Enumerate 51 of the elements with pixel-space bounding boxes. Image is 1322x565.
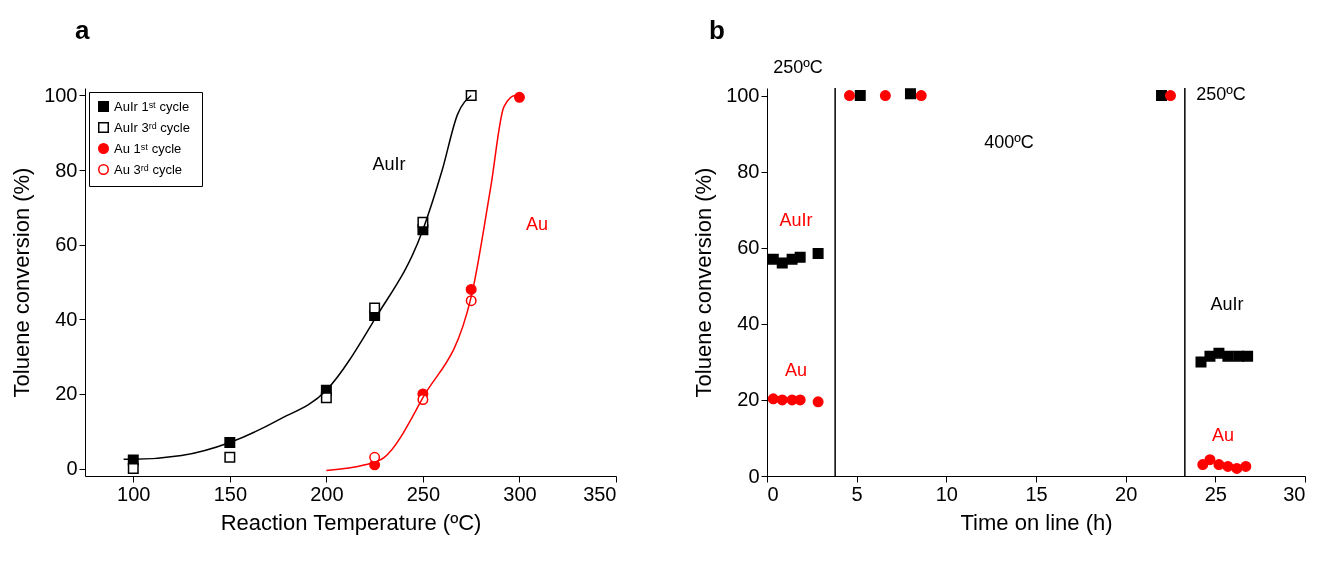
point: [369, 451, 381, 463]
point: [224, 451, 236, 463]
annotation: 400ºC: [984, 132, 1034, 152]
x-tick-label: 15: [1025, 482, 1048, 505]
y-tick-label: 20: [737, 388, 760, 411]
annotation: 250ºC: [1196, 84, 1246, 104]
x-tick-label: 0: [767, 482, 779, 505]
point: [127, 463, 139, 475]
y-tick-label: 60: [737, 236, 760, 259]
x-tick-label: 200: [310, 482, 344, 505]
x-tick-label: 25: [1204, 482, 1227, 505]
y-tick-label: 40: [737, 312, 760, 335]
y-tick-label: 100: [726, 84, 760, 107]
y-tick-label: 0: [748, 464, 760, 487]
x-axis-title: Reaction Temperature (ºC): [220, 509, 482, 535]
y-tick-label: 80: [737, 160, 760, 183]
chart-title: a: [75, 15, 90, 46]
y-tick-label: 40: [55, 307, 78, 330]
point: [513, 91, 525, 103]
x-axis-title: Time on line (h): [960, 509, 1113, 535]
legend-label: AuIr 1ˢᵗ cycle: [114, 98, 190, 114]
x-tick-label: 350: [583, 482, 617, 505]
y-tick-label: 80: [55, 158, 78, 181]
y-axis-title: Toluene conversion (%): [9, 167, 35, 398]
y-tick-label: 60: [55, 233, 78, 256]
annotation: AuIr: [372, 154, 406, 174]
point: [369, 302, 381, 314]
annotation: AuIr: [779, 210, 813, 230]
legend-label: Au 3ʳᵈ cycle: [114, 161, 182, 177]
x-tick-label: 5: [851, 482, 863, 505]
text: 250ºC: [773, 57, 823, 77]
x-tick-label: 150: [213, 482, 248, 505]
annotation: AuIr: [1210, 294, 1244, 314]
x-tick-label: 300: [503, 482, 537, 505]
y-axis-title: Toluene conversion (%): [691, 167, 717, 398]
x-tick-label: 30: [1283, 482, 1306, 505]
chart-title: b: [709, 15, 725, 45]
point: [465, 89, 477, 101]
annotation: Au: [1211, 425, 1235, 445]
legend-label: Au 1ˢᵗ cycle: [114, 140, 182, 156]
x-tick-label: 20: [1115, 482, 1138, 505]
y-tick-label: 0: [66, 457, 78, 480]
legend-label: AuIr 3ʳᵈ cycle: [114, 119, 190, 135]
annotation: Au: [784, 360, 808, 380]
point: [320, 392, 332, 404]
annotation: Au: [525, 214, 549, 234]
x-tick-label: 100: [117, 482, 151, 505]
x-tick-label: 10: [935, 482, 958, 505]
y-tick-label: 100: [44, 83, 78, 106]
y-tick-label: 20: [55, 382, 78, 405]
x-tick-label: 250: [406, 482, 441, 505]
